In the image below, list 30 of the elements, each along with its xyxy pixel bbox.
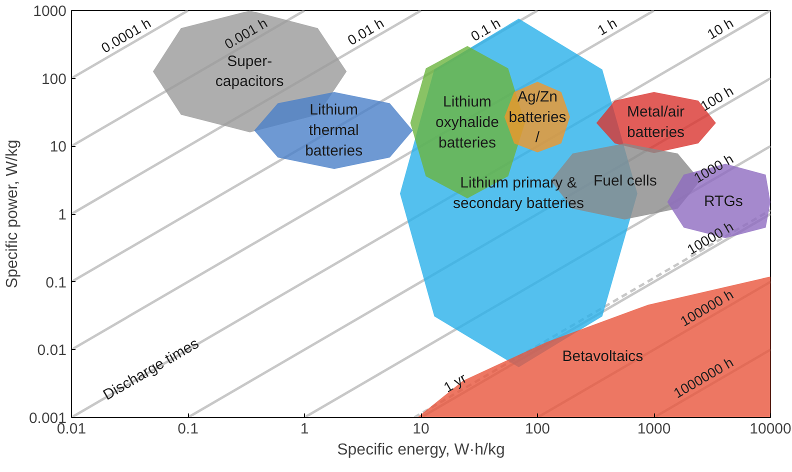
y-tick-label: 0.1 [46, 274, 67, 292]
x-tick-label: 100 [524, 420, 550, 438]
y-tick-label: 1000 [33, 3, 67, 20]
x-tick-label: 0.1 [178, 420, 198, 438]
series-label: Betavoltaics [562, 348, 644, 365]
y-tick-label: 100 [41, 70, 67, 88]
x-tick-label: 1000 [637, 420, 671, 438]
series-label: RTGs [704, 192, 743, 210]
y-tick-label: 10 [50, 138, 67, 156]
text: 100 h [698, 82, 736, 114]
text: 0.01 h [344, 14, 386, 48]
y-tick-label: 0.01 [37, 342, 67, 360]
series-label: Metal/air batteries [627, 104, 685, 142]
text: 1 h [594, 14, 620, 38]
y-axis-title: Specific power, W/kg [4, 140, 21, 288]
x-axis-title: Specific energy, W·h/kg [337, 442, 505, 458]
series-label: Super- capacitors [215, 52, 284, 90]
y-tick-label: 1 [58, 206, 66, 224]
text: 1 yr [440, 370, 470, 396]
x-tick-label: 1 [300, 420, 309, 438]
text: 1000 h [690, 150, 736, 186]
series-label: Lithium oxyhalide batteries [436, 94, 499, 152]
text: 0.1 h [468, 14, 503, 44]
text: 10 h [704, 14, 736, 42]
text: 0.001 h [222, 14, 270, 52]
x-tick-label: 10 [412, 420, 430, 438]
series-label: Lithium thermal batteries [305, 102, 363, 160]
x-tick-label: 10000 [750, 420, 792, 438]
series-label: Ag/Zn batteries / [508, 88, 566, 146]
series-label: Fuel cells [593, 172, 657, 190]
